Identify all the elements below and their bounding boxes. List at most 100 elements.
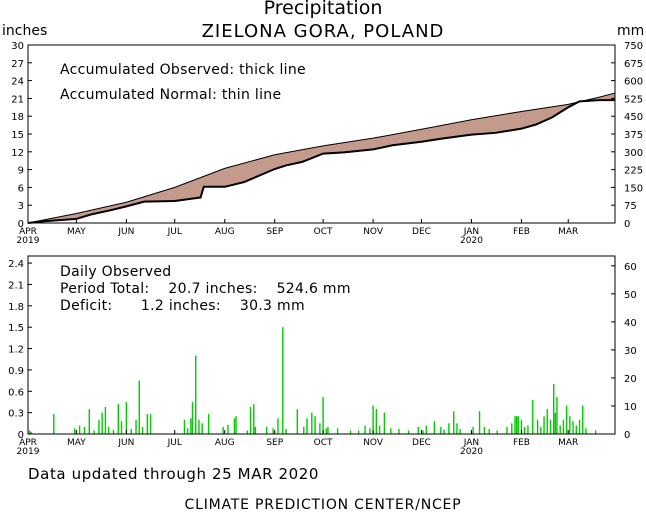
daily-bar — [549, 419, 552, 434]
accumulated-observed-line — [27, 99, 615, 224]
bottom-plot-frame — [27, 255, 616, 435]
daily-bar — [440, 426, 442, 434]
daily-bar — [472, 426, 474, 434]
daily-bar — [201, 423, 203, 434]
daily-bar — [253, 404, 255, 434]
daily-bar — [98, 419, 100, 434]
bottom-right-tick-label: 10 — [624, 402, 637, 413]
daily-bar — [422, 430, 424, 434]
daily-bar — [378, 425, 381, 434]
daily-observed-label: Daily Observed — [60, 264, 172, 280]
bottom-left-tick-label: 0.9 — [8, 366, 24, 377]
daily-bar — [104, 406, 107, 434]
daily-bar — [265, 426, 268, 434]
daily-bar — [285, 429, 287, 434]
top-month-label: MAY — [67, 227, 86, 237]
daily-bar — [135, 419, 137, 434]
daily-bar — [183, 419, 186, 434]
bottom-right-tick-label: 40 — [624, 318, 637, 329]
daily-bar — [575, 425, 577, 434]
daily-bar — [523, 426, 526, 434]
daily-bar — [120, 421, 123, 434]
top-right-tick-label: 75 — [624, 201, 637, 212]
daily-bar — [514, 416, 516, 434]
daily-bar — [390, 428, 392, 434]
top-right-tick-label: 525 — [624, 94, 643, 105]
daily-bar — [417, 426, 419, 434]
bottom-right-tick-label: 20 — [624, 374, 637, 385]
daily-bar — [235, 416, 237, 434]
bottom-year-label: 2020 — [460, 447, 483, 457]
daily-bar — [191, 401, 194, 434]
top-month-label: NOV — [363, 227, 384, 237]
bottom-month-label: DEC — [412, 438, 431, 448]
daily-bar — [112, 429, 115, 434]
top-right-tick-label: 0 — [624, 219, 630, 230]
daily-bar — [327, 426, 329, 434]
top-right-tick-label: 225 — [624, 166, 643, 177]
bottom-right-tick-label: 0 — [624, 430, 630, 441]
daily-bar — [511, 423, 513, 434]
daily-bar — [565, 405, 568, 434]
daily-bar — [272, 428, 274, 434]
daily-bar — [585, 428, 587, 434]
daily-bar — [554, 412, 557, 434]
bottom-month-label: OCT — [314, 438, 333, 448]
daily-bar — [515, 416, 518, 434]
daily-bar — [572, 421, 574, 434]
top-left-tick-label: 15 — [11, 130, 24, 141]
top-left-tick-label: 12 — [11, 148, 24, 159]
daily-bar — [506, 426, 508, 434]
legend-normal: Accumulated Normal: thin line — [60, 87, 282, 103]
data-updated-note: Data updated through 25 MAR 2020 — [28, 465, 320, 483]
bottom-month-label: FEB — [513, 438, 530, 448]
top-left-tick-label: 0 — [18, 219, 24, 230]
top-left-tick-label: 21 — [11, 94, 24, 105]
bottom-left-tick-label: 0.6 — [8, 387, 24, 398]
top-right-tick-label: 750 — [624, 41, 643, 52]
period-total: Period Total: 20.7 inches: 524.6 mm — [60, 281, 351, 297]
bottom-left-tick-label: 1.8 — [8, 302, 24, 313]
daily-bar — [582, 405, 584, 434]
top-year-label: 2019 — [17, 236, 40, 246]
top-left-tick-label: 30 — [11, 41, 24, 52]
daily-bar — [227, 424, 229, 434]
accumulated-normal-line — [27, 92, 616, 224]
daily-bar — [517, 416, 519, 434]
daily-bar — [336, 428, 339, 434]
accumulated-lines — [27, 92, 616, 224]
bottom-left-tick-label: 0 — [18, 430, 24, 441]
daily-bar — [28, 430, 31, 434]
daily-bar — [349, 430, 352, 434]
daily-bar — [594, 430, 597, 434]
daily-bar — [117, 404, 120, 434]
daily-bar — [83, 426, 86, 434]
daily-bar — [488, 429, 490, 434]
daily-bar — [543, 416, 545, 434]
daily-bar — [78, 425, 81, 434]
top-month-label: JAN — [463, 227, 479, 237]
daily-bar — [207, 414, 210, 434]
daily-bar — [372, 405, 374, 434]
top-right-tick-label: 675 — [624, 59, 643, 70]
bottom-left-tick-label: 1.2 — [8, 345, 24, 356]
daily-bar — [125, 401, 128, 434]
daily-bar — [456, 423, 458, 434]
bottom-month-label: JUN — [117, 438, 134, 448]
daily-bar — [383, 412, 386, 434]
bottom-left-tick-label: 2.1 — [8, 280, 24, 291]
top-left-tick-label: 24 — [11, 77, 24, 88]
bottom-month-label: MAR — [558, 438, 578, 448]
daily-bar — [53, 414, 55, 434]
top-right-tick-label: 600 — [624, 77, 643, 88]
bottom-left-tick-label: 2.4 — [8, 259, 24, 270]
bottom-month-label: AUG — [215, 438, 235, 448]
daily-bar — [578, 419, 581, 434]
bottom-month-label: NOV — [363, 438, 384, 448]
daily-bar — [296, 409, 299, 434]
daily-bar — [138, 380, 140, 434]
top-right-tick-label: 300 — [624, 148, 643, 159]
top-month-label: APR — [19, 227, 37, 237]
bottom-month-label: JUL — [167, 438, 182, 448]
daily-bar — [101, 412, 103, 434]
